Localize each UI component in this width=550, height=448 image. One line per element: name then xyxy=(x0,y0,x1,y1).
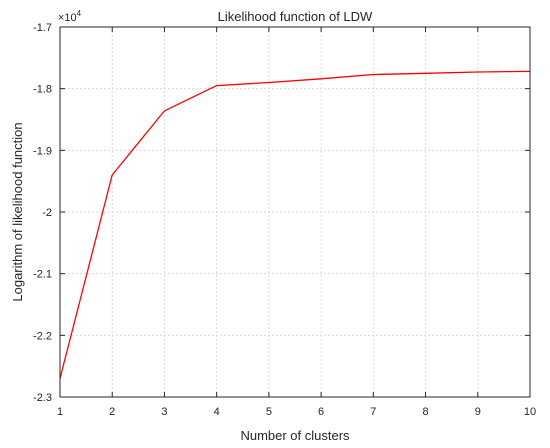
y-tick-label: -2.1 xyxy=(33,269,52,281)
x-tick-label: 1 xyxy=(57,406,63,418)
y-tick-label: -2.2 xyxy=(33,330,52,342)
x-tick-label: 2 xyxy=(109,406,115,418)
y-tick-label: -1.9 xyxy=(33,145,52,157)
x-tick-label: 10 xyxy=(524,406,536,418)
y-tick-label: -1.8 xyxy=(33,84,52,96)
chart-title: Likelihood function of LDW xyxy=(218,9,373,24)
series-layer xyxy=(59,70,531,379)
y-exponent-base: ×10 xyxy=(58,12,77,24)
x-tick-label: 3 xyxy=(161,406,167,418)
x-tick-label: 6 xyxy=(318,406,324,418)
x-tick-label: 4 xyxy=(214,406,220,418)
x-tick-label: 5 xyxy=(266,406,272,418)
plot-frame xyxy=(59,26,531,398)
ticks: 1 2 3 4 5 6 7 8 9 10 -2.3 -2.2 -2.1 -2 -1.9 -1.8 -1.7 xyxy=(33,22,536,418)
y-exponent-power: 4 xyxy=(77,9,82,18)
grid xyxy=(59,26,531,398)
y-tick-label: -1.7 xyxy=(33,22,52,34)
y-axis-label: Logarithm of likelihood function xyxy=(10,122,25,301)
x-tick-label: 7 xyxy=(370,406,376,418)
series-line xyxy=(59,70,531,379)
x-tick-label: 8 xyxy=(422,406,428,418)
y-tick-label: -2.3 xyxy=(33,392,52,404)
x-tick-label: 9 xyxy=(475,406,481,418)
y-tick-label: -2 xyxy=(42,207,52,219)
x-axis-label: Number of clusters xyxy=(240,428,350,443)
y-exponent: ×104 xyxy=(58,9,82,24)
